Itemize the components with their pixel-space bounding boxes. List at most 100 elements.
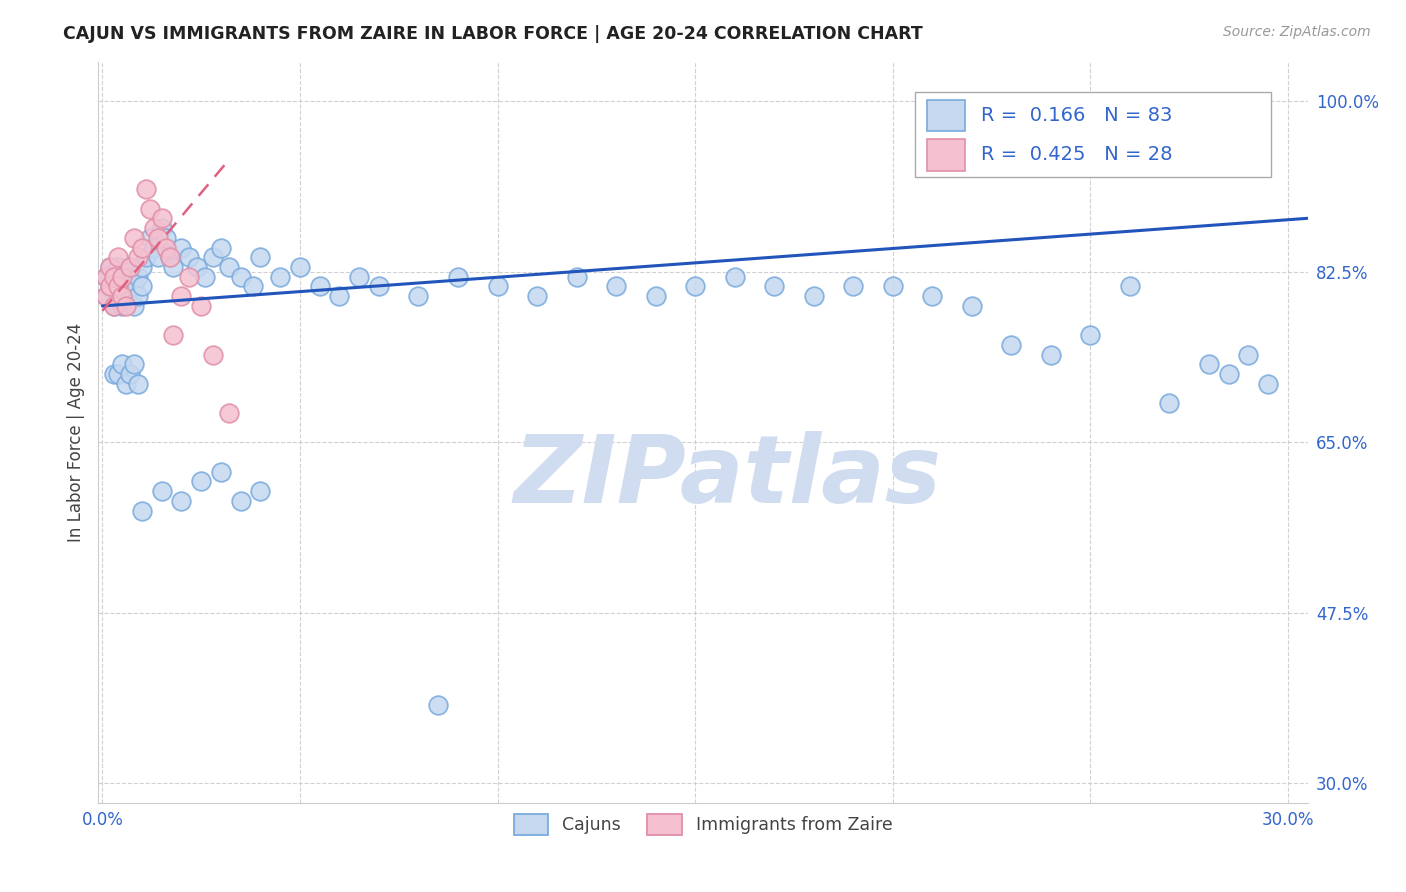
Point xyxy=(131,260,153,274)
Point xyxy=(127,376,149,391)
Point xyxy=(159,250,181,264)
Point xyxy=(179,250,201,264)
Point xyxy=(347,269,370,284)
Point xyxy=(960,299,983,313)
Point xyxy=(723,269,745,284)
Point xyxy=(269,269,291,284)
Point xyxy=(135,250,157,264)
Point xyxy=(1257,376,1279,391)
Point xyxy=(115,376,138,391)
Text: ZIPatlas: ZIPatlas xyxy=(513,431,941,523)
Point xyxy=(98,279,121,293)
Point xyxy=(115,279,138,293)
Point xyxy=(1159,396,1181,410)
Point xyxy=(115,299,138,313)
Point xyxy=(96,269,118,284)
Point xyxy=(605,279,627,293)
Point xyxy=(1078,328,1101,343)
Point xyxy=(111,289,134,303)
Text: R =  0.425   N = 28: R = 0.425 N = 28 xyxy=(981,145,1173,164)
Point xyxy=(242,279,264,293)
Point xyxy=(127,289,149,303)
Legend: Cajuns, Immigrants from Zaire: Cajuns, Immigrants from Zaire xyxy=(506,807,900,842)
Point xyxy=(179,269,201,284)
Point xyxy=(103,299,125,313)
Point xyxy=(146,250,169,264)
Point xyxy=(98,260,121,274)
Point xyxy=(882,279,904,293)
Point xyxy=(111,269,134,284)
FancyBboxPatch shape xyxy=(927,139,966,170)
Point xyxy=(1237,348,1260,362)
Point xyxy=(139,231,162,245)
Point xyxy=(155,240,177,255)
Point xyxy=(142,240,165,255)
Point xyxy=(209,465,232,479)
Point xyxy=(115,289,138,303)
Point xyxy=(131,240,153,255)
Point xyxy=(96,289,118,303)
Point xyxy=(218,260,240,274)
Point xyxy=(103,367,125,381)
Point xyxy=(122,299,145,313)
Point xyxy=(427,698,450,713)
Point xyxy=(150,484,173,499)
Point xyxy=(98,279,121,293)
Point xyxy=(155,231,177,245)
Point xyxy=(1000,338,1022,352)
Point xyxy=(921,289,943,303)
Point xyxy=(107,250,129,264)
Point xyxy=(131,503,153,517)
Point xyxy=(107,260,129,274)
Point xyxy=(368,279,391,293)
Point xyxy=(107,279,129,293)
Point xyxy=(111,358,134,372)
Point xyxy=(118,260,141,274)
Point xyxy=(142,221,165,235)
Point xyxy=(103,269,125,284)
Point xyxy=(249,484,271,499)
Point xyxy=(170,240,193,255)
Point xyxy=(1218,367,1240,381)
Point xyxy=(644,289,666,303)
Point xyxy=(1039,348,1062,362)
Point xyxy=(288,260,311,274)
Y-axis label: In Labor Force | Age 20-24: In Labor Force | Age 20-24 xyxy=(66,323,84,542)
Point xyxy=(111,299,134,313)
Point xyxy=(1119,279,1142,293)
Point xyxy=(111,269,134,284)
Point xyxy=(447,269,470,284)
Point xyxy=(118,269,141,284)
Point xyxy=(190,299,212,313)
Point xyxy=(190,475,212,489)
Point xyxy=(202,250,225,264)
Point xyxy=(159,250,181,264)
Point xyxy=(162,260,184,274)
Point xyxy=(127,269,149,284)
Point xyxy=(103,299,125,313)
Point xyxy=(96,289,118,303)
Point xyxy=(526,289,548,303)
Point xyxy=(408,289,430,303)
Point xyxy=(96,269,118,284)
Point xyxy=(683,279,706,293)
Point xyxy=(107,279,129,293)
Point xyxy=(122,231,145,245)
Point xyxy=(139,202,162,216)
Point xyxy=(162,328,184,343)
Point xyxy=(328,289,350,303)
Point xyxy=(135,182,157,196)
Point xyxy=(170,289,193,303)
Point xyxy=(803,289,825,303)
Point xyxy=(150,221,173,235)
Text: Source: ZipAtlas.com: Source: ZipAtlas.com xyxy=(1223,25,1371,39)
Point xyxy=(150,211,173,226)
Point xyxy=(1198,358,1220,372)
Point xyxy=(194,269,217,284)
Point xyxy=(229,269,252,284)
Point xyxy=(842,279,865,293)
Point xyxy=(308,279,330,293)
Point xyxy=(131,279,153,293)
Point xyxy=(486,279,509,293)
Text: CAJUN VS IMMIGRANTS FROM ZAIRE IN LABOR FORCE | AGE 20-24 CORRELATION CHART: CAJUN VS IMMIGRANTS FROM ZAIRE IN LABOR … xyxy=(63,25,922,43)
